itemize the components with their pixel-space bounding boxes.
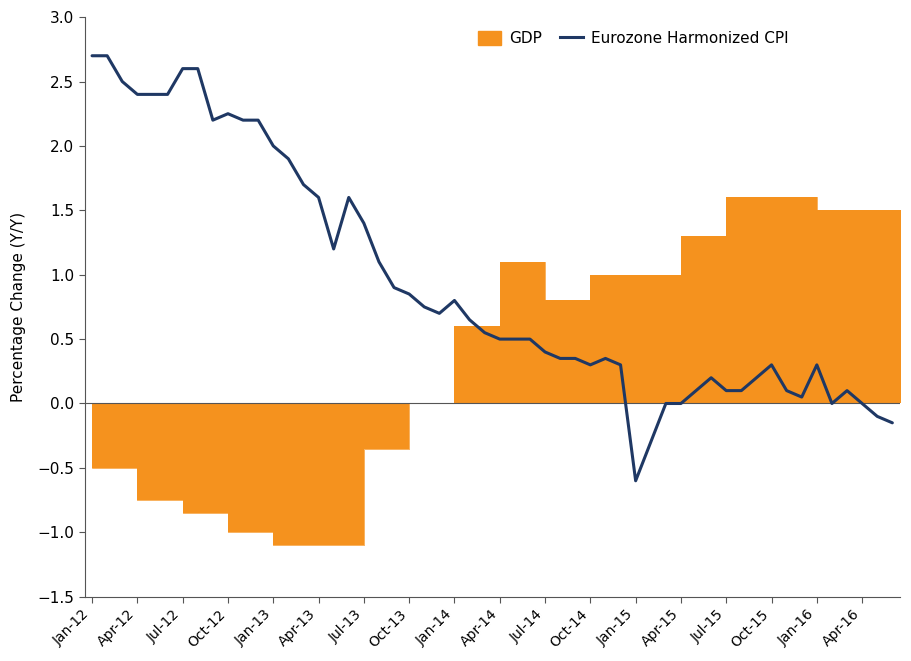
Legend: GDP, Eurozone Harmonized CPI: GDP, Eurozone Harmonized CPI bbox=[472, 24, 794, 52]
Y-axis label: Percentage Change (Y/Y): Percentage Change (Y/Y) bbox=[11, 212, 26, 402]
